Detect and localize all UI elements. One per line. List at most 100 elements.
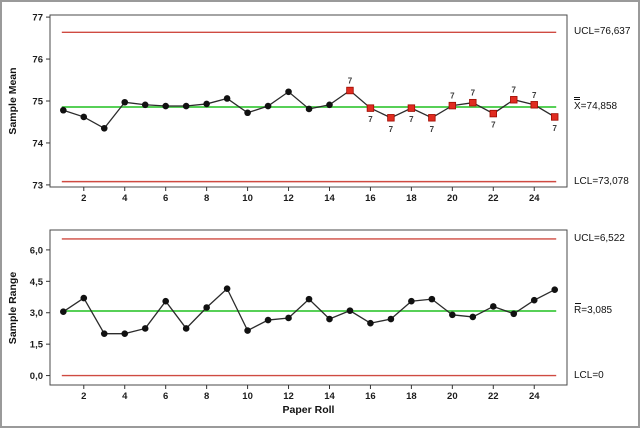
x-tick-label: 14 — [324, 391, 335, 402]
data-point — [203, 304, 210, 311]
data-point — [244, 327, 251, 334]
data-point — [141, 325, 149, 332]
data-point — [203, 100, 210, 108]
x-tick-label: 20 — [447, 391, 458, 402]
x-axis-title-paper-roll: Paper Roll — [282, 404, 335, 416]
test-failure-flag-label: 7 — [389, 125, 394, 134]
x-tick-label: 2 — [81, 391, 86, 402]
data-point — [141, 101, 149, 109]
x-tick-label: 18 — [406, 193, 417, 204]
data-point — [285, 314, 292, 322]
data-point — [162, 297, 169, 305]
x-tick-label: 20 — [447, 193, 458, 204]
data-point — [346, 307, 354, 314]
data-point — [100, 124, 108, 132]
plot-border — [49, 229, 568, 386]
flagged-data-point — [551, 113, 559, 121]
x-tick-label: 22 — [488, 193, 499, 204]
y-tick-label: 74 — [32, 138, 43, 149]
data-point — [305, 105, 313, 113]
data-point — [264, 102, 272, 110]
data-point — [244, 109, 251, 117]
xbar-center-value: =74,858 — [580, 101, 618, 112]
test-failure-flag-label: 7 — [491, 121, 496, 130]
data-point — [367, 319, 374, 327]
xbar-center-label: X=74,858 — [574, 97, 618, 113]
range-ucl-label: UCL=6,522 — [574, 233, 625, 244]
y-tick-label: 76 — [32, 55, 43, 66]
data-point — [285, 88, 292, 96]
y-tick-label: 75 — [32, 97, 43, 108]
x-tick-label: 2 — [81, 193, 86, 204]
x-tick-label: 24 — [529, 391, 540, 402]
data-point — [80, 294, 88, 302]
data-point — [387, 315, 395, 323]
x-doublebar-symbol: X — [574, 97, 581, 113]
flagged-data-point — [428, 114, 436, 122]
flagged-data-point — [489, 109, 497, 118]
data-point — [60, 106, 67, 114]
x-tick-label: 4 — [122, 391, 128, 402]
x-tick-label: 18 — [406, 391, 417, 402]
flagged-data-point — [387, 114, 395, 122]
r-bar-symbol: R — [574, 303, 582, 316]
flagged-data-point — [448, 101, 457, 110]
data-point — [182, 325, 190, 332]
flagged-data-point — [407, 104, 416, 112]
range-center-label: R=3,085 — [574, 303, 612, 317]
data-point — [510, 310, 518, 318]
data-point — [121, 330, 129, 337]
test-failure-flag-label: 7 — [409, 115, 414, 124]
test-failure-flag-label: 7 — [368, 115, 373, 124]
data-point — [326, 315, 333, 323]
data-point — [408, 297, 415, 305]
flagged-data-point — [366, 104, 375, 112]
test-failure-flag-label: 7 — [512, 86, 517, 95]
data-point — [326, 101, 333, 109]
y-tick-label: 1,5 — [30, 340, 44, 351]
xbar-lcl-label: LCL=73,078 — [574, 176, 629, 187]
x-tick-label: 22 — [488, 391, 499, 402]
y-tick-label: 6,0 — [30, 245, 43, 256]
x-tick-label: 4 — [122, 193, 128, 204]
y-tick-label: 73 — [32, 180, 43, 191]
flagged-data-point — [530, 101, 538, 109]
data-point — [80, 113, 88, 121]
x-tick-label: 12 — [283, 391, 294, 402]
flagged-data-point — [510, 96, 518, 104]
test-failure-flag-label: 7 — [552, 124, 557, 133]
data-point — [305, 295, 313, 303]
x-tick-label: 10 — [242, 193, 253, 204]
y-tick-label: 0,0 — [30, 371, 43, 382]
x-tick-label: 16 — [365, 193, 376, 204]
x-tick-label: 8 — [204, 193, 209, 204]
x-tick-label: 24 — [529, 193, 540, 204]
test-failure-flag-label: 7 — [348, 77, 353, 86]
data-point — [469, 313, 477, 321]
flagged-data-point — [346, 86, 354, 95]
x-tick-label: 10 — [242, 391, 253, 402]
data-point — [449, 311, 456, 319]
test-failure-flag-label: 7 — [450, 92, 455, 101]
y-tick-label: 77 — [32, 13, 43, 24]
x-tick-label: 6 — [163, 391, 168, 402]
data-point — [121, 98, 129, 106]
data-point — [223, 95, 231, 102]
y-axis-title-sample-mean: Sample Mean — [7, 67, 19, 135]
data-point — [551, 286, 559, 293]
test-failure-flag-label: 7 — [471, 89, 476, 98]
x-tick-label: 12 — [283, 193, 294, 204]
x-tick-label: 6 — [163, 193, 168, 204]
test-failure-flag-label: 7 — [430, 125, 435, 134]
data-point — [530, 296, 538, 304]
test-failure-flag-label: 7 — [532, 91, 537, 100]
data-point — [223, 285, 231, 292]
data-point — [182, 102, 190, 110]
xbar-ucl-label: UCL=76,637 — [574, 26, 631, 37]
flagged-data-point — [469, 98, 477, 107]
x-tick-label: 14 — [324, 193, 335, 204]
data-point — [162, 102, 169, 110]
